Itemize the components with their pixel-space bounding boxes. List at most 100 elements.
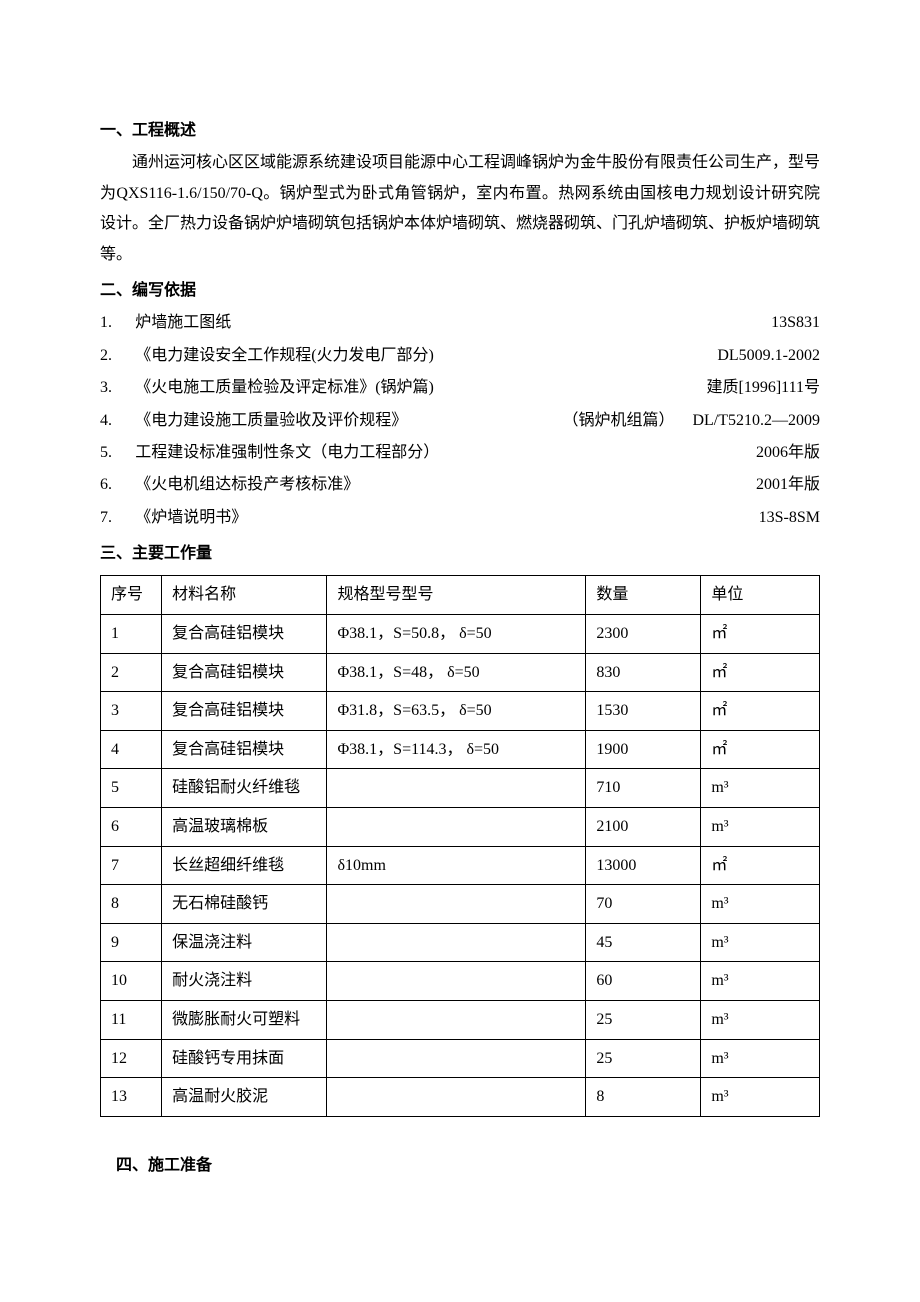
cell-spec <box>327 1001 586 1040</box>
cell-spec <box>327 1078 586 1117</box>
cell-name: 微膨胀耐火可塑料 <box>162 1001 327 1040</box>
header-qty: 数量 <box>586 576 701 615</box>
section-4-heading: 四、施工准备 <box>100 1151 820 1181</box>
cell-seq: 7 <box>101 846 162 885</box>
table-row: 9保温浇注料45m³ <box>101 923 820 962</box>
cell-unit: ㎡ <box>701 653 820 692</box>
reference-number: 5. <box>100 438 135 468</box>
table-row: 13高温耐火胶泥 8m³ <box>101 1078 820 1117</box>
cell-seq: 4 <box>101 730 162 769</box>
reference-number: 2. <box>100 341 135 371</box>
table-row: 6高温玻璃棉板2100m³ <box>101 808 820 847</box>
cell-name: 复合高硅铝模块 <box>162 730 327 769</box>
cell-qty: 1530 <box>586 692 701 731</box>
cell-unit: ㎡ <box>701 692 820 731</box>
table-row: 4复合高硅铝模块Φ38.1，S=114.3， δ=501900㎡ <box>101 730 820 769</box>
cell-qty: 830 <box>586 653 701 692</box>
cell-qty: 25 <box>586 1039 701 1078</box>
reference-number: 4. <box>100 406 135 436</box>
reference-text: 工程建设标准强制性条文（电力工程部分） <box>135 438 439 468</box>
reference-number: 7. <box>100 503 135 533</box>
cell-spec: Φ38.1，S=114.3， δ=50 <box>327 730 586 769</box>
cell-name: 长丝超细纤维毯 <box>162 846 327 885</box>
reference-text: 炉墙施工图纸 <box>135 308 231 338</box>
cell-name: 无石棉硅酸钙 <box>162 885 327 924</box>
cell-seq: 6 <box>101 808 162 847</box>
reference-item: 7. 《炉墙说明书》 13S-8SM <box>100 503 820 533</box>
header-seq: 序号 <box>101 576 162 615</box>
cell-name: 硅酸钙专用抹面 <box>162 1039 327 1078</box>
section-3-heading: 三、主要工作量 <box>100 539 820 569</box>
cell-unit: ㎡ <box>701 846 820 885</box>
overview-paragraph: 通州运河核心区区域能源系统建设项目能源中心工程调峰锅炉为金牛股份有限责任公司生产… <box>100 148 820 270</box>
reference-code: 13S831 <box>771 308 820 338</box>
cell-qty: 2300 <box>586 615 701 654</box>
cell-seq: 8 <box>101 885 162 924</box>
cell-spec: Φ31.8，S=63.5， δ=50 <box>327 692 586 731</box>
reference-number: 6. <box>100 470 135 500</box>
reference-code: 2006年版 <box>756 438 820 468</box>
cell-seq: 2 <box>101 653 162 692</box>
cell-spec <box>327 923 586 962</box>
reference-code: DL5009.1-2002 <box>717 341 820 371</box>
cell-qty: 2100 <box>586 808 701 847</box>
cell-spec: Φ38.1，S=48， δ=50 <box>327 653 586 692</box>
cell-qty: 710 <box>586 769 701 808</box>
cell-unit: m³ <box>701 769 820 808</box>
cell-name: 高温耐火胶泥 <box>162 1078 327 1117</box>
header-spec: 规格型号型号 <box>327 576 586 615</box>
reference-item: 1. 炉墙施工图纸 13S831 <box>100 308 820 338</box>
cell-unit: m³ <box>701 885 820 924</box>
cell-unit: m³ <box>701 962 820 1001</box>
cell-name: 保温浇注料 <box>162 923 327 962</box>
table-row: 11微膨胀耐火可塑料25m³ <box>101 1001 820 1040</box>
reference-code: 2001年版 <box>756 470 820 500</box>
cell-spec <box>327 885 586 924</box>
cell-name: 硅酸铝耐火纤维毯 <box>162 769 327 808</box>
table-row: 1复合高硅铝模块Φ38.1，S=50.8， δ=502300㎡ <box>101 615 820 654</box>
reference-item: 2. 《电力建设安全工作规程(火力发电厂部分) DL5009.1-2002 <box>100 341 820 371</box>
reference-list: 1. 炉墙施工图纸 13S831 2. 《电力建设安全工作规程(火力发电厂部分)… <box>100 308 820 533</box>
materials-table: 序号 材料名称 规格型号型号 数量 单位 1复合高硅铝模块Φ38.1，S=50.… <box>100 575 820 1116</box>
table-header-row: 序号 材料名称 规格型号型号 数量 单位 <box>101 576 820 615</box>
cell-spec <box>327 769 586 808</box>
reference-code: 13S-8SM <box>759 503 820 533</box>
cell-qty: 25 <box>586 1001 701 1040</box>
cell-seq: 5 <box>101 769 162 808</box>
cell-spec: δ10mm <box>327 846 586 885</box>
cell-qty: 60 <box>586 962 701 1001</box>
reference-text: 《炉墙说明书》 <box>135 503 247 533</box>
reference-text: 《电力建设施工质量验收及评价规程》 <box>135 406 407 436</box>
table-row: 2复合高硅铝模块Φ38.1，S=48， δ=50830㎡ <box>101 653 820 692</box>
reference-text: 《火电施工质量检验及评定标准》(锅炉篇) <box>135 373 434 403</box>
cell-qty: 1900 <box>586 730 701 769</box>
reference-code: DL/T5210.2—2009 <box>692 406 820 436</box>
cell-qty: 70 <box>586 885 701 924</box>
cell-qty: 8 <box>586 1078 701 1117</box>
cell-seq: 10 <box>101 962 162 1001</box>
cell-seq: 13 <box>101 1078 162 1117</box>
cell-unit: m³ <box>701 1039 820 1078</box>
cell-name: 复合高硅铝模块 <box>162 653 327 692</box>
reference-item: 6. 《火电机组达标投产考核标准》 2001年版 <box>100 470 820 500</box>
cell-qty: 13000 <box>586 846 701 885</box>
cell-unit: m³ <box>701 1078 820 1117</box>
table-row: 12硅酸钙专用抹面 25m³ <box>101 1039 820 1078</box>
cell-spec <box>327 808 586 847</box>
table-row: 5硅酸铝耐火纤维毯 710m³ <box>101 769 820 808</box>
cell-qty: 45 <box>586 923 701 962</box>
table-row: 8无石棉硅酸钙 70m³ <box>101 885 820 924</box>
cell-name: 复合高硅铝模块 <box>162 615 327 654</box>
reference-item: 5. 工程建设标准强制性条文（电力工程部分） 2006年版 <box>100 438 820 468</box>
reference-number: 3. <box>100 373 135 403</box>
cell-spec <box>327 962 586 1001</box>
reference-code: 建质[1996]111号 <box>707 373 820 403</box>
cell-unit: m³ <box>701 923 820 962</box>
section-1-heading: 一、工程概述 <box>100 116 820 146</box>
cell-seq: 12 <box>101 1039 162 1078</box>
reference-mid: （锅炉机组篇） <box>562 406 674 436</box>
reference-number: 1. <box>100 308 135 338</box>
table-row: 10耐火浇注料60m³ <box>101 962 820 1001</box>
cell-seq: 11 <box>101 1001 162 1040</box>
cell-unit: m³ <box>701 808 820 847</box>
